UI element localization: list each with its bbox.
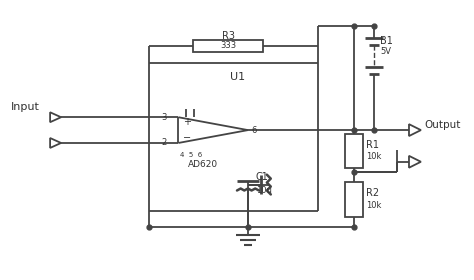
Text: 333: 333: [220, 41, 236, 50]
Text: 2: 2: [162, 139, 167, 148]
Text: U1: U1: [230, 72, 245, 82]
Text: 3: 3: [162, 113, 167, 122]
Text: B1: B1: [380, 36, 393, 46]
Text: R3: R3: [221, 31, 235, 41]
Text: C1: C1: [256, 172, 269, 182]
Bar: [346, 134, 363, 168]
Bar: [346, 182, 363, 217]
Text: 6: 6: [251, 126, 256, 135]
Text: Output: Output: [424, 120, 460, 130]
Text: R2: R2: [366, 188, 379, 199]
Text: R1: R1: [366, 140, 379, 150]
Text: Input: Input: [11, 102, 40, 112]
Text: 5V: 5V: [380, 47, 391, 56]
Bar: [193, 39, 263, 52]
Text: 4  5  6: 4 5 6: [180, 152, 202, 158]
Text: 10k: 10k: [366, 152, 382, 161]
Text: −: −: [183, 133, 191, 143]
Text: 10k: 10k: [366, 201, 382, 210]
Text: 10u: 10u: [256, 186, 272, 195]
Text: AD620: AD620: [188, 160, 219, 169]
Text: +: +: [183, 117, 191, 127]
